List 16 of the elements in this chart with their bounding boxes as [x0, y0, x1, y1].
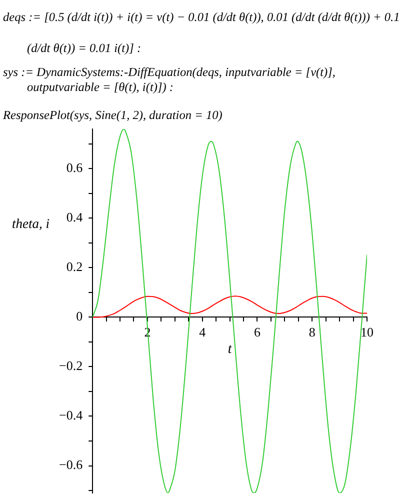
y-tick-label: 0.2 [66, 259, 83, 274]
y-tick-label: −0.6 [58, 457, 84, 472]
x-tick-label: 8 [308, 324, 316, 340]
text: ResponsePlot(sys, Sine(1, 2), duration = 10) [3, 107, 224, 123]
y-tick-label: 0 [76, 308, 83, 324]
x-tick-label: 6 [254, 324, 261, 340]
y-tick-label: 0.6 [66, 160, 84, 176]
text: sys := DynamicSystems:-DiffEquation(deqs, inputvariable = [v(t)], outputvariable = [θ(t), i(t)]) : [3, 65, 336, 95]
y-tick-label: −0.2 [58, 358, 83, 374]
text: deqs := [0.5 (d/dt i(t)) + i(t) = v(t) − 0.01 (d/dt θ(t)), 0.01 (d/dt (d/dt θ(t))) + 0.1 (d/dt θ(t)) = 0.01 i(t)] : [3, 10, 400, 55]
x-tick-label: 4 [199, 324, 206, 340]
y-tick-label: −0.4 [58, 408, 84, 423]
x-axis-title: t [228, 342, 233, 357]
x-tick-label: 10 [360, 324, 374, 340]
y-axis-title: theta, i [12, 216, 50, 232]
y-tick-label: 0.4 [66, 210, 84, 225]
